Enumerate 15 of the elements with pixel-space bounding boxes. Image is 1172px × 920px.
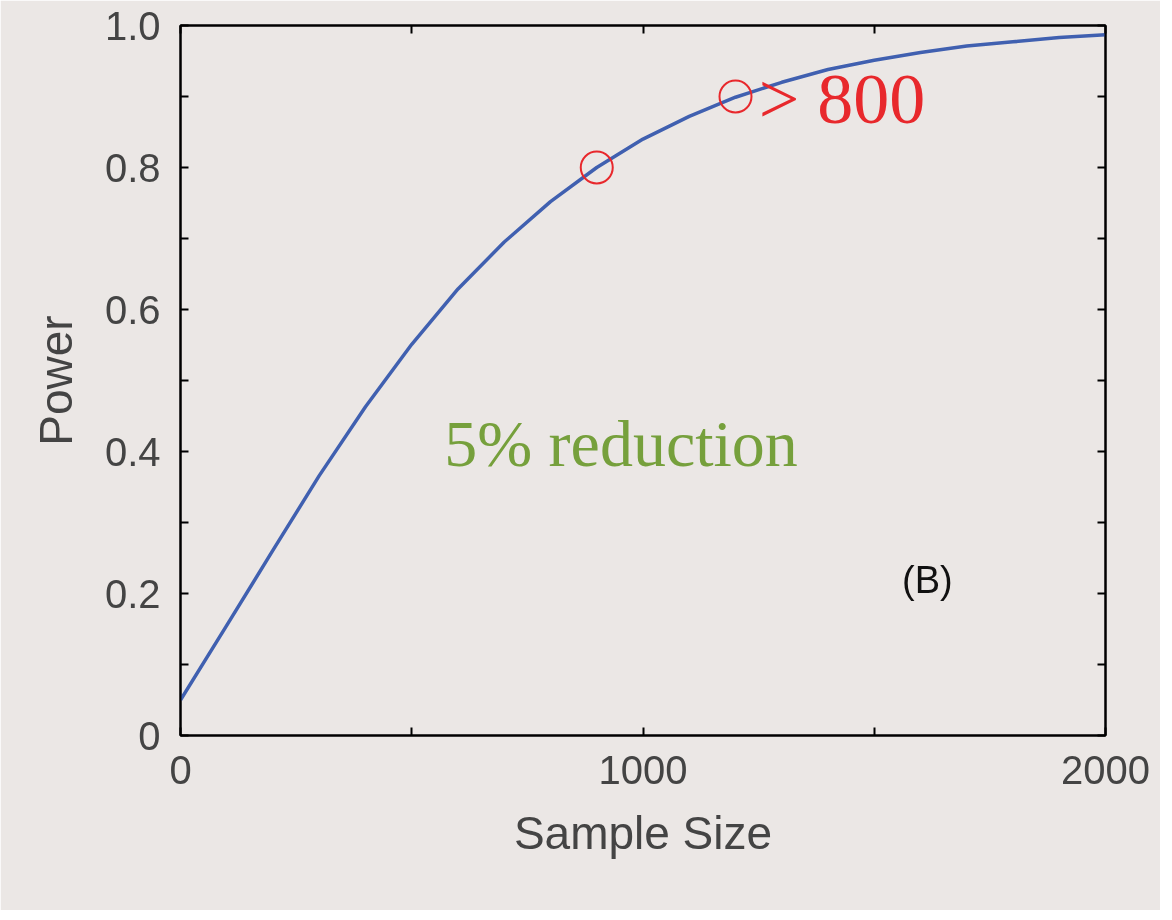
y-tick-label: 0.6 [104,287,161,332]
y-tick-label: 0.8 [104,145,161,190]
line-series [180,32,1106,702]
y-tick-label: 0.2 [104,571,161,616]
y-tick-label: 0 [138,713,161,758]
y-axis-title: Power [29,315,82,446]
y-tick-label: 0.4 [104,429,161,474]
x-axis-title: Sample Size [513,806,773,859]
x-tick-label: 2000 [1061,747,1150,792]
annotation: (B) [902,558,953,601]
y-tick-label: 1.0 [104,3,161,48]
annotation: 5% reduction [444,406,798,480]
x-tick-label: 1000 [598,747,688,792]
x-tick-label: 0 [169,747,192,792]
annotation: > 800 [758,59,926,140]
